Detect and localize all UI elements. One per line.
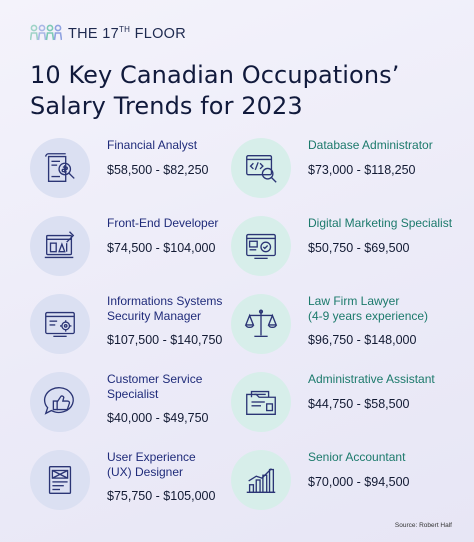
icon-circle (231, 450, 291, 510)
icon-circle (231, 138, 291, 198)
source-note: Source: Robert Half (394, 522, 452, 529)
salary-range: $50,750 - $69,500 (308, 240, 410, 255)
salary-range: $74,500 - $104,000 (107, 240, 216, 255)
wireframe-icon (48, 466, 72, 494)
icon-circle (231, 216, 291, 276)
occupation-title: Informations Systems Security Manager (107, 294, 223, 323)
occupation-title: Law Firm Lawyer (4-9 years experience) (308, 294, 429, 323)
occupation-title: Senior Accountant (308, 450, 406, 464)
occupation-title: Customer Service Specialist (107, 372, 203, 401)
occupation-title: Front-End Developer (107, 216, 219, 230)
occupation-title: Administrative Assistant (308, 372, 435, 386)
icon-circle (231, 294, 291, 354)
salary-range: $58,500 - $82,250 (107, 162, 209, 177)
brand-logo: THE 17TH FLOOR (30, 24, 186, 42)
title-line-1: 10 Key Canadian Occupations’ (30, 61, 400, 89)
title-line-2: Salary Trends for 2023 (30, 92, 303, 120)
salary-range: $107,500 - $140,750 (107, 333, 223, 347)
occupation-title: User Experience (UX) Designer (107, 450, 196, 479)
occupation-title: Digital Marketing Specialist (308, 216, 453, 230)
occupation-card-database-administrator: Database Administrator $73,000 - $118,25… (231, 138, 451, 210)
occupation-card-law-firm-lawyer: Law Firm Lawyer (4-9 years experience) $9… (231, 294, 451, 366)
bar-chart-icon (246, 468, 276, 494)
salary-range: $70,000 - $94,500 (308, 474, 410, 489)
icon-circle (30, 216, 90, 276)
page-title: 10 Key Canadian Occupations’ Salary Tren… (30, 60, 460, 122)
code-search-icon (246, 154, 277, 183)
folder-documents-icon (246, 390, 276, 416)
icon-circle (30, 372, 90, 432)
security-settings-icon (45, 311, 75, 338)
scales-of-justice-icon (244, 309, 278, 338)
icon-circle (231, 372, 291, 432)
brand-name: THE 17TH FLOOR (68, 24, 187, 42)
occupation-card-front-end-developer: Front-End Developer $74,500 - $104,000 (30, 216, 250, 288)
icon-circle (30, 294, 90, 354)
people-logo-icon (30, 24, 62, 41)
salary-range: $96,750 - $148,000 (308, 333, 417, 347)
occupation-card-administrative-assistant: Administrative Assistant $44,750 - $58,5… (231, 372, 451, 444)
thumbs-up-chat-icon (43, 387, 74, 415)
web-development-icon (44, 231, 75, 259)
occupation-title: Database Administrator (308, 138, 433, 152)
occupation-card-financial-analyst: Financial Analyst $58,500 - $82,250 (30, 138, 250, 210)
seo-browser-icon (246, 233, 276, 260)
icon-circle (30, 450, 90, 510)
salary-range: $75,750 - $105,000 (107, 489, 216, 503)
financial-document-icon (45, 153, 75, 182)
occupation-card-customer-service-specialist: Customer Service Specialist $40,000 - $49… (30, 372, 250, 444)
icon-circle (30, 138, 90, 198)
occupation-card-digital-marketing-specialist: Digital Marketing Specialist $50,750 - $… (231, 216, 452, 288)
salary-range: $44,750 - $58,500 (308, 396, 410, 411)
occupation-title: Financial Analyst (107, 138, 198, 152)
salary-range: $40,000 - $49,750 (107, 411, 209, 425)
occupation-card-senior-accountant: Senior Accountant $70,000 - $94,500 (231, 450, 451, 522)
occupation-card-info-systems-security-manager: Informations Systems Security Manager $10… (30, 294, 250, 366)
salary-range: $73,000 - $118,250 (308, 162, 416, 177)
occupation-card-ux-designer: User Experience (UX) Designer $75,750 - $… (30, 450, 250, 522)
